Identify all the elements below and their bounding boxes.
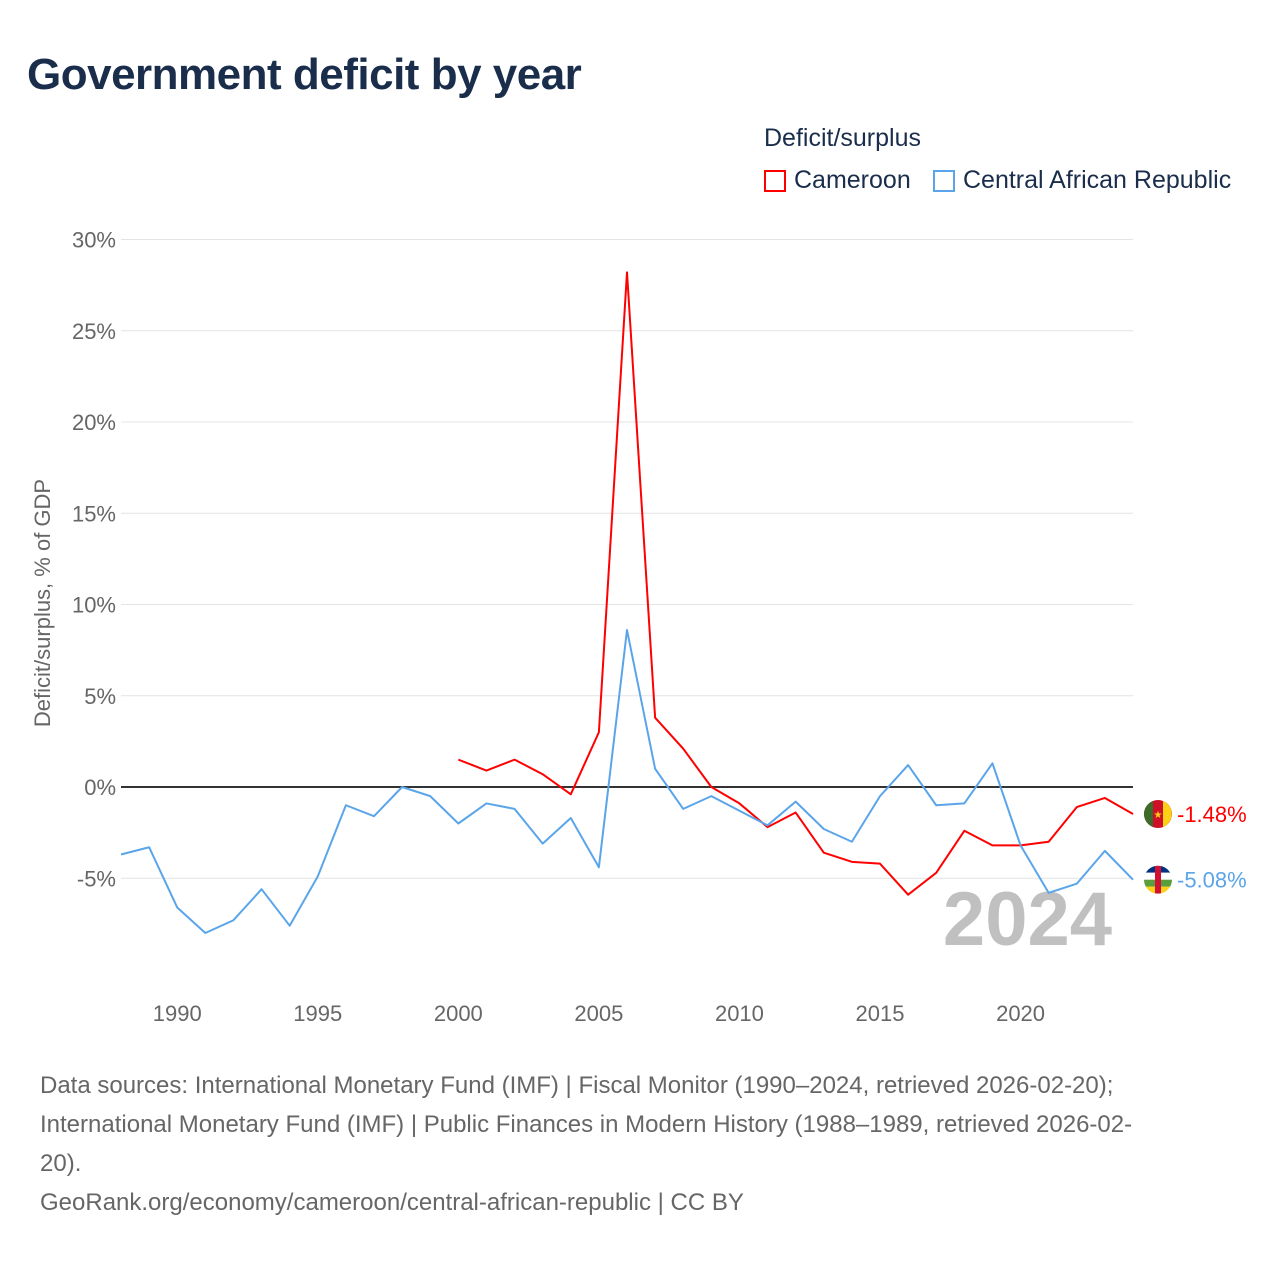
legend-item-car[interactable]: Central African Republic <box>933 166 1231 195</box>
y-tick-label: 0% <box>84 775 116 800</box>
sources-line: Data sources: International Monetary Fun… <box>40 1072 1114 1099</box>
sources-line: 20). <box>40 1150 82 1177</box>
end-value-label: -5.08% <box>1177 868 1247 893</box>
x-tick-label: 2005 <box>574 1001 623 1026</box>
line-chart: -5% 0% 5% 10% 15% 20% 25% 30% 1990 1995 2000 2005 20… <box>30 228 1247 1027</box>
legend-swatch <box>764 169 786 192</box>
footer-sources: Data sources: International Monetary Fun… <box>40 1066 1132 1222</box>
y-tick-label: 5% <box>84 684 116 709</box>
legend-title: Deficit/surplus <box>764 124 921 152</box>
y-tick-label: 20% <box>72 410 116 435</box>
x-tick-label: 2000 <box>434 1001 483 1026</box>
legend-swatch <box>933 169 955 192</box>
flag-star: ★ <box>1154 810 1163 821</box>
y-axis-label: Deficit/surplus, % of GDP <box>30 479 55 727</box>
chart-title: Government deficit by year <box>27 50 582 99</box>
year-annotation: 2024 <box>943 877 1112 962</box>
end-value-label: -1.48% <box>1177 802 1247 827</box>
flag-stripe <box>1163 801 1172 828</box>
x-tick-label: 2010 <box>715 1001 764 1026</box>
x-tick-label: 2015 <box>856 1001 905 1026</box>
attribution-link[interactable]: GeoRank.org/economy/cameroon/central-afr… <box>40 1189 744 1216</box>
x-tick-label: 1995 <box>293 1001 342 1026</box>
x-tick-label: 1990 <box>153 1001 202 1026</box>
y-tick-label: 15% <box>72 501 116 526</box>
flag-car-icon <box>1155 865 1161 894</box>
x-tick-label: 2020 <box>996 1001 1045 1026</box>
legend-label: Central African Republic <box>963 166 1232 194</box>
y-tick-label: -5% <box>77 866 116 891</box>
y-tick-label: 10% <box>72 593 116 618</box>
y-tick-label: 25% <box>72 319 116 344</box>
y-tick-label: 30% <box>72 228 116 253</box>
sources-line: International Monetary Fund (IMF) | Publ… <box>40 1111 1133 1138</box>
legend-item-cameroon[interactable]: Cameroon <box>764 166 911 195</box>
series-line-car <box>120 629 1134 934</box>
flag-stripe <box>1144 801 1153 828</box>
legend-label: Cameroon <box>794 166 911 194</box>
